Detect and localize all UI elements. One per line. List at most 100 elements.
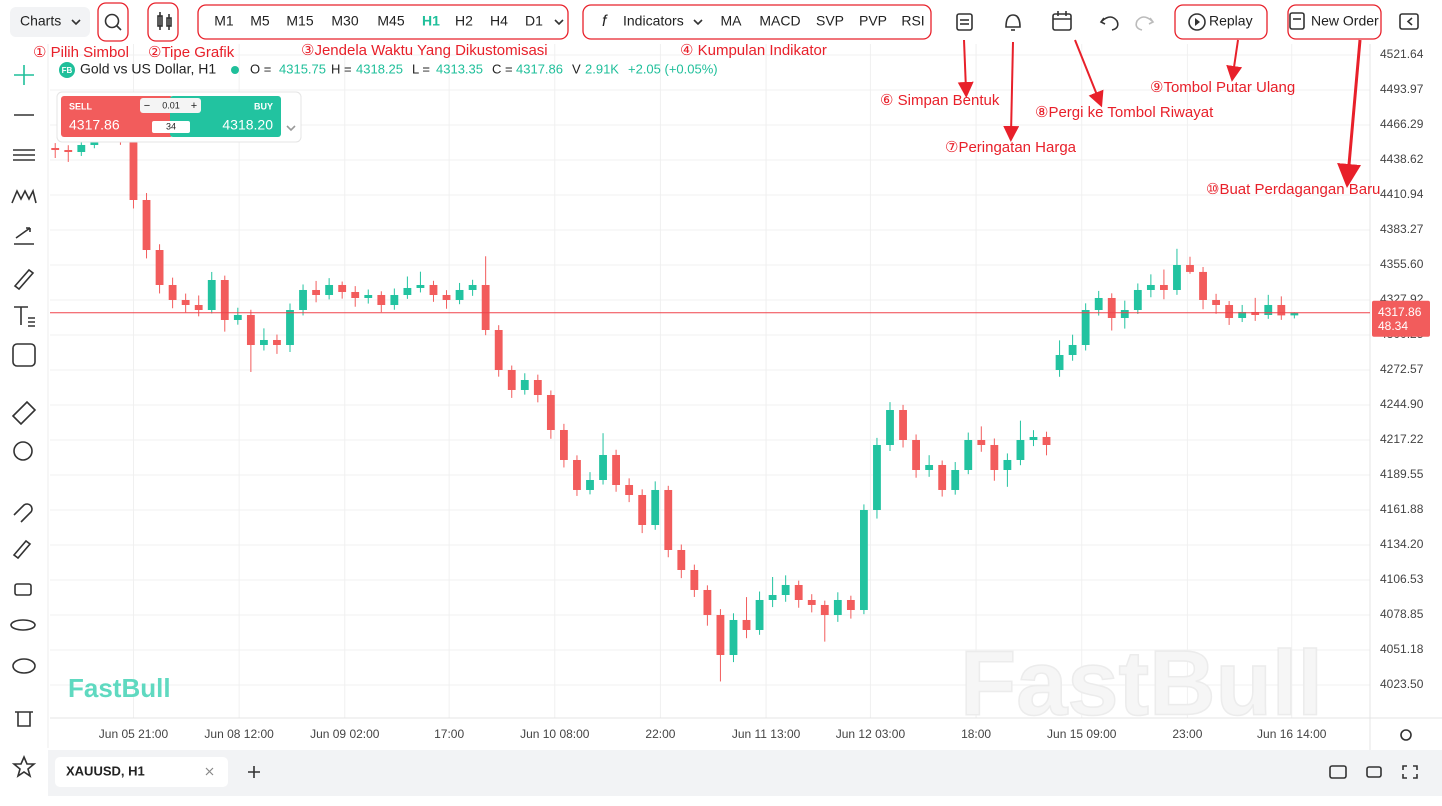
projection-tool[interactable]: [14, 227, 34, 245]
y-tick-label: 4410.94: [1380, 187, 1424, 201]
x-tick-label: Jun 11 13:00: [732, 727, 801, 741]
y-tick-label: 4466.29: [1380, 117, 1424, 131]
charts-label[interactable]: Charts: [20, 13, 61, 29]
lot-size[interactable]: 0.01: [162, 100, 180, 110]
fullscreen-icon[interactable]: [1402, 765, 1418, 779]
indicator-button[interactable]: MACD: [759, 13, 800, 29]
save-layout-icon[interactable]: [956, 13, 973, 31]
candle-body: [442, 294, 451, 300]
candle-body: [416, 284, 425, 288]
chevron: [554, 19, 564, 26]
layout-icon[interactable]: [1329, 765, 1347, 779]
fib-tool[interactable]: [13, 149, 35, 161]
history-icon[interactable]: [1052, 11, 1072, 31]
tab-label[interactable]: XAUUSD, H1: [66, 763, 145, 778]
chart-type-icon[interactable]: [157, 12, 172, 30]
candle-body: [1042, 436, 1051, 445]
indicator-shortcuts: MA MACD SVP PVP RSI: [721, 13, 925, 29]
favorites-tool[interactable]: [11, 754, 37, 778]
settings-icon[interactable]: [1400, 729, 1412, 741]
alert-icon[interactable]: [1005, 14, 1021, 31]
x-tick-label: Jun 09 02:00: [310, 727, 380, 741]
y-tick-label: 4355.60: [1380, 257, 1424, 271]
panel-chevron[interactable]: [286, 125, 296, 132]
symbol-badge-text: FB: [62, 66, 73, 75]
lot-plus[interactable]: +: [191, 100, 197, 112]
crosshair-tool[interactable]: [14, 65, 34, 85]
replay-icon[interactable]: [1188, 13, 1206, 31]
candle-body: [820, 604, 829, 615]
sell-label[interactable]: SELL: [69, 101, 93, 111]
timeframes: M1 M5 M15 M30 M45 H1 H2 H4 D1: [214, 13, 543, 29]
zoom-tool[interactable]: [13, 441, 33, 461]
candle-body: [1212, 299, 1220, 305]
replay-icon: [1195, 18, 1200, 26]
tab-close[interactable]: [205, 767, 214, 776]
timeframe-button[interactable]: H4: [490, 13, 508, 29]
candle-body: [1264, 304, 1273, 315]
candle-body: [925, 464, 934, 470]
indicator-button[interactable]: PVP: [859, 13, 887, 29]
magnet-tool[interactable]: [13, 503, 33, 523]
candle-body: [807, 599, 816, 605]
lock-drawing-tool[interactable]: [12, 539, 32, 560]
eye-tool[interactable]: [12, 658, 36, 674]
indicators-button[interactable]: Indicators: [623, 13, 684, 29]
text-tool[interactable]: [14, 306, 35, 327]
timeframe-button[interactable]: M1: [214, 13, 234, 29]
y-tick-label: 4272.57: [1380, 362, 1424, 376]
undo-icon[interactable]: [1099, 16, 1119, 31]
candle-body: [573, 459, 581, 490]
pattern-tool[interactable]: [11, 188, 37, 204]
timeframe-button[interactable]: D1: [525, 13, 543, 29]
search-icon[interactable]: [104, 13, 120, 29]
countdown-label: 48.34: [1378, 319, 1408, 333]
candle-body: [507, 369, 516, 390]
brush-tool[interactable]: [13, 268, 35, 291]
candle-body: [429, 284, 438, 295]
timeframe-button[interactable]: M5: [250, 13, 270, 29]
y-tick-label: 4438.62: [1380, 152, 1424, 166]
replay-button[interactable]: Replay: [1209, 13, 1253, 29]
symbol-name[interactable]: Gold vs US Dollar, H1: [80, 61, 216, 77]
candle-body: [260, 339, 268, 345]
charts-button[interactable]: [10, 7, 90, 37]
sell-price[interactable]: 4317.86: [69, 117, 120, 133]
panel-toggle-icon[interactable]: [1399, 13, 1419, 30]
ruler-tool[interactable]: [11, 400, 37, 426]
lock-tool[interactable]: [14, 583, 32, 596]
candle-body: [377, 294, 386, 305]
annotation-arrow: [1226, 39, 1243, 82]
lot-input[interactable]: [140, 98, 201, 113]
x-tick-label: Jun 16 14:00: [1257, 727, 1327, 741]
emoji-tool[interactable]: [12, 343, 36, 367]
add-tab[interactable]: [248, 766, 260, 778]
indicator-button[interactable]: RSI: [901, 13, 924, 29]
buy-label[interactable]: BUY: [254, 101, 273, 111]
timeframe-button[interactable]: M30: [331, 13, 358, 29]
indicator-button[interactable]: MA: [721, 13, 743, 29]
annotation-arrow: [1337, 39, 1362, 188]
candle-body: [338, 284, 347, 292]
new-order-icon[interactable]: [1289, 12, 1305, 30]
lot-minus[interactable]: −: [144, 100, 150, 112]
redo-icon[interactable]: [1135, 16, 1155, 31]
candle-body: [286, 309, 294, 345]
low-label: L =: [412, 61, 430, 76]
candle-body: [1225, 304, 1234, 318]
new-order-button[interactable]: New Order: [1311, 13, 1379, 29]
indicator-button[interactable]: SVP: [816, 13, 844, 29]
timeframe-button[interactable]: H2: [455, 13, 473, 29]
buy-price[interactable]: 4318.20: [222, 117, 273, 133]
y-tick-label: 4134.20: [1380, 537, 1424, 551]
timeframe-button[interactable]: H1: [422, 13, 440, 29]
high-label: H =: [331, 61, 352, 76]
timeframe-button[interactable]: M45: [377, 13, 404, 29]
tab[interactable]: [55, 757, 228, 787]
window-icon[interactable]: [1366, 766, 1382, 778]
candle-body: [364, 294, 373, 298]
visibility-tool[interactable]: [10, 619, 36, 631]
timeframe-button[interactable]: M15: [286, 13, 313, 29]
delete-tool[interactable]: [15, 711, 33, 727]
